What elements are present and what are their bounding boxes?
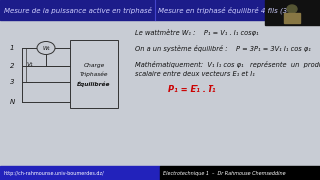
Bar <box>0 166 160 180</box>
Text: 3: 3 <box>10 79 14 85</box>
Text: On a un système équilibré :    P = 3P₁ = 3V₁ I₁ cos φ₁: On a un système équilibré : P = 3P₁ = 3V… <box>135 46 311 53</box>
Text: Charge: Charge <box>84 62 105 68</box>
Text: V₁: V₁ <box>27 62 33 68</box>
Text: http://ch-rahmounse.univ-boumerdes.dz/: http://ch-rahmounse.univ-boumerdes.dz/ <box>4 170 105 175</box>
Text: Mesure en triphasé équilibré 4 fils (3 p: Mesure en triphasé équilibré 4 fils (3 p <box>158 6 294 14</box>
Text: P₁ = E̅₁ . I̅₁: P₁ = E̅₁ . I̅₁ <box>168 84 215 93</box>
Ellipse shape <box>37 42 55 55</box>
Text: Le wattmètre W₁ :    P₁ = V₁ . I₁ cosφ₁: Le wattmètre W₁ : P₁ = V₁ . I₁ cosφ₁ <box>135 30 259 37</box>
Ellipse shape <box>287 5 297 13</box>
Bar <box>265 0 320 25</box>
Text: Mesure de la puissance active en triphasé: Mesure de la puissance active en triphas… <box>4 6 152 14</box>
Text: W₁: W₁ <box>42 46 50 51</box>
Text: 2: 2 <box>10 63 14 69</box>
Text: Mathématiquement:  V₁ I₁ cos φ₁   représente  un  produit: Mathématiquement: V₁ I₁ cos φ₁ représent… <box>135 62 320 69</box>
Text: Équilibrée: Équilibrée <box>77 81 111 87</box>
Bar <box>284 13 300 23</box>
Text: N: N <box>9 99 15 105</box>
Bar <box>70 40 118 108</box>
Bar <box>160 166 320 180</box>
Text: 1: 1 <box>10 45 14 51</box>
Bar <box>0 0 320 20</box>
Text: scalaire entre deux vecteurs E₁ et I₁: scalaire entre deux vecteurs E₁ et I₁ <box>135 71 255 77</box>
Text: Electrotechnique 1  –  Dr Rahmouse Chemseddine: Electrotechnique 1 – Dr Rahmouse Chemsed… <box>163 170 286 175</box>
Text: Triphasée: Triphasée <box>80 71 108 77</box>
